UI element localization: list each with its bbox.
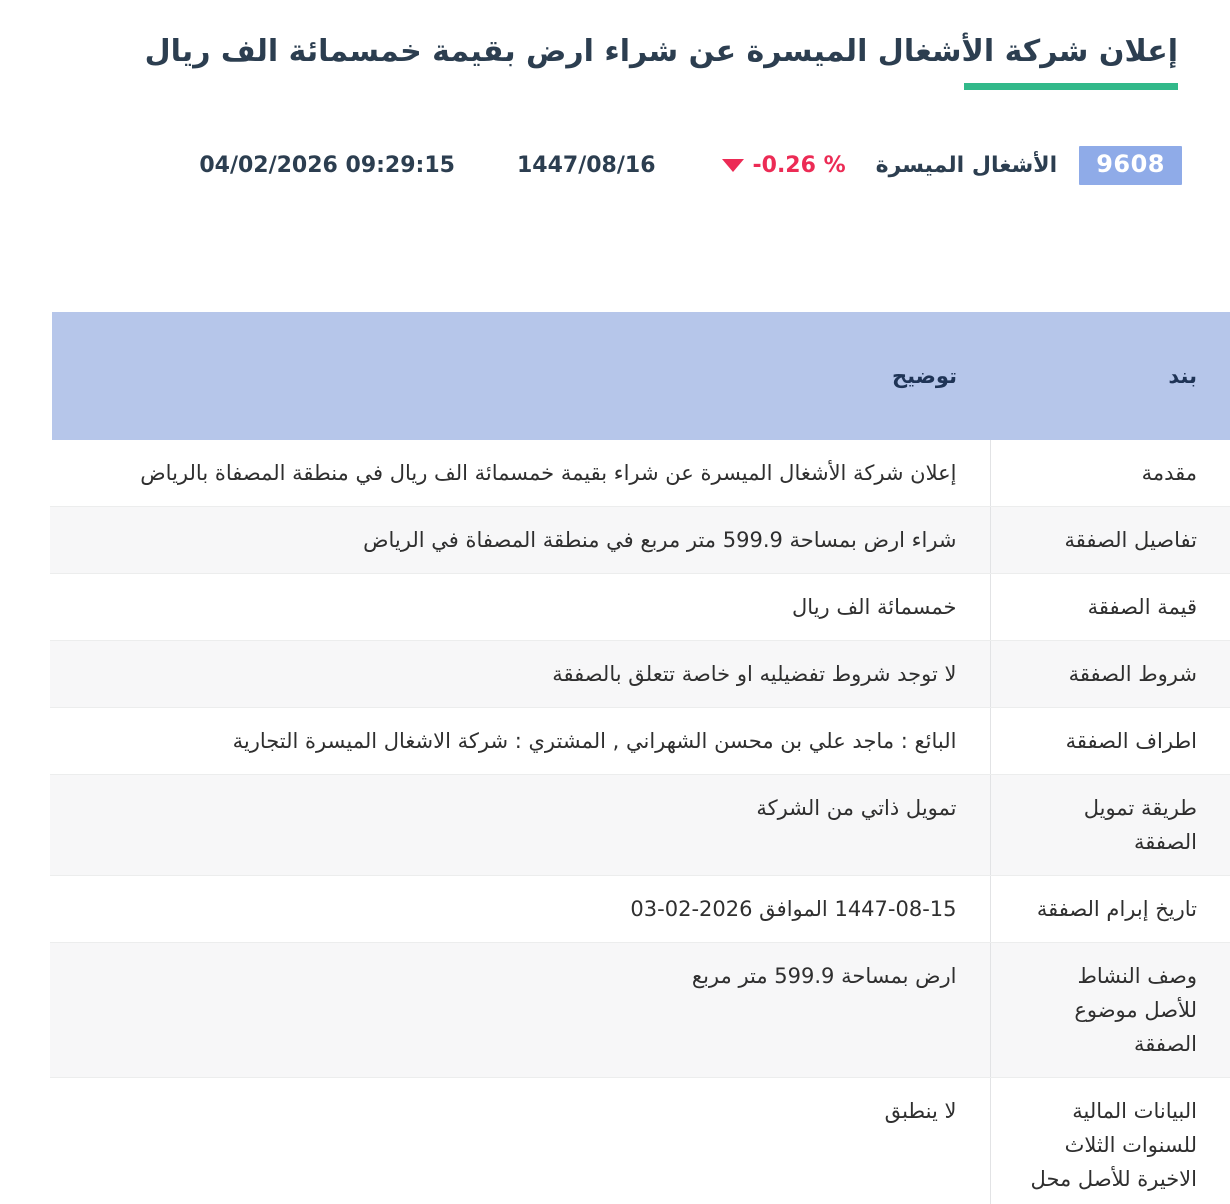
table-head: بند توضيح bbox=[48, 312, 1230, 440]
row-item-label: طريقة تمويل الصفقة bbox=[989, 774, 1230, 877]
table-row: مقدمة إعلان شركة الأشغال الميسرة عن شراء … bbox=[50, 440, 1230, 508]
table-row: تفاصيل الصفقة شراء ارض بمساحة 599.9 متر م… bbox=[50, 506, 1230, 575]
row-item-description: إعلان شركة الأشغال الميسرة عن شراء بقيمة… bbox=[50, 440, 990, 508]
row-item-label: مقدمة bbox=[989, 440, 1230, 508]
title-accent-bar bbox=[964, 82, 1178, 90]
details-table-wrap: بند توضيح مقدمة إعلان شركة الأشغال الميسر… bbox=[0, 312, 1230, 1204]
table-row: شروط الصفقة لا توجد شروط تفضيليه او خاصة … bbox=[50, 640, 1230, 709]
hijri-date: 1447/08/16 bbox=[516, 152, 656, 178]
column-header-description: توضيح bbox=[48, 312, 990, 440]
row-item-label: البيانات المالية للسنوات الثلاث الاخيرة … bbox=[989, 1077, 1230, 1204]
row-item-description: ارض بمساحة 599.9 متر مربع bbox=[50, 942, 990, 1079]
arrow-down-icon bbox=[721, 158, 744, 172]
page-title: إعلان شركة الأشغال الميسرة عن شراء ارض ب… bbox=[144, 34, 1178, 69]
row-item-description: لا ينطبق bbox=[50, 1077, 990, 1204]
meta-row: 9608 الأشغال الميسرة -0.26 % 1447/08/16 … bbox=[0, 90, 1230, 186]
table-row: طريقة تمويل الصفقة تمويل ذاتي من الشركة bbox=[50, 774, 1230, 877]
table-row: البيانات المالية للسنوات الثلاث الاخيرة … bbox=[50, 1077, 1230, 1204]
row-item-description: تمويل ذاتي من الشركة bbox=[50, 774, 990, 877]
title-block: إعلان شركة الأشغال الميسرة عن شراء ارض ب… bbox=[0, 0, 1230, 90]
table-row: قيمة الصفقة خمسمائة الف ريال bbox=[50, 573, 1230, 642]
gregorian-datetime: 04/02/2026 09:29:15 bbox=[199, 152, 455, 178]
table-row: تاريخ إبرام الصفقة 1447-08-15 الموافق 202… bbox=[50, 875, 1230, 944]
row-item-description: لا توجد شروط تفضيليه او خاصة تتعلق بالصف… bbox=[50, 640, 990, 709]
row-item-description: خمسمائة الف ريال bbox=[50, 573, 990, 642]
company-name[interactable]: الأشغال الميسرة bbox=[875, 152, 1058, 178]
change-percent: -0.26 % bbox=[752, 152, 846, 178]
table-body: مقدمة إعلان شركة الأشغال الميسرة عن شراء … bbox=[50, 440, 1230, 1204]
table-row: اطراف الصفقة البائع : ماجد علي بن محسن ال… bbox=[50, 707, 1230, 776]
row-item-label: وصف النشاط للأصل موضوع الصفقة bbox=[989, 942, 1230, 1079]
row-item-label: شروط الصفقة bbox=[989, 640, 1230, 709]
table-row: وصف النشاط للأصل موضوع الصفقة ارض بمساحة … bbox=[50, 942, 1230, 1079]
row-item-description: 1447-08-15 الموافق 2026-02-03 bbox=[50, 875, 990, 944]
details-table: بند توضيح مقدمة إعلان شركة الأشغال الميسر… bbox=[48, 312, 1230, 1204]
column-header-item: بند bbox=[990, 312, 1230, 440]
row-item-description: البائع : ماجد علي بن محسن الشهراني , الم… bbox=[50, 707, 990, 776]
symbol-badge[interactable]: 9608 bbox=[1079, 145, 1182, 186]
price-change-group: -0.26 % bbox=[721, 152, 846, 178]
row-item-label: تاريخ إبرام الصفقة bbox=[989, 875, 1230, 944]
row-item-label: اطراف الصفقة bbox=[989, 707, 1230, 776]
table-header-row: بند توضيح bbox=[48, 312, 1230, 440]
row-item-description: شراء ارض بمساحة 599.9 متر مربع في منطقة … bbox=[50, 506, 990, 575]
row-item-label: قيمة الصفقة bbox=[989, 573, 1230, 642]
row-item-label: تفاصيل الصفقة bbox=[989, 506, 1230, 575]
